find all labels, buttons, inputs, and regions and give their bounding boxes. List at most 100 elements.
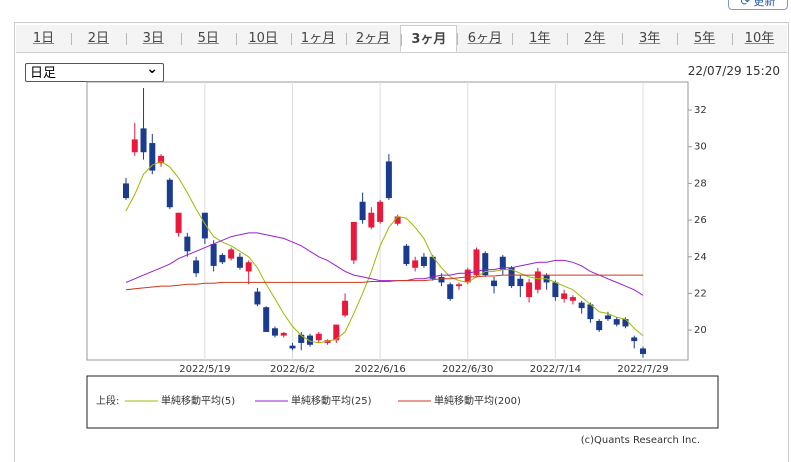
update-label: 更新 [753,0,776,8]
tab-label: 3年 [638,31,661,46]
candle-body [193,260,200,274]
candle-body [394,216,401,224]
y-tick-label: 28 [694,178,707,189]
x-tick-label: 2022/7/29 [617,364,668,375]
candle-body [263,307,270,332]
tab-label: 6ヶ月 [467,31,502,46]
candle-body [368,212,375,228]
candle-body [307,335,314,345]
candle-body [236,256,243,268]
candle-body [271,328,278,336]
candle-body [508,267,515,287]
tab-label: 1年 [529,31,551,46]
candle-body [587,304,594,320]
period-tab[interactable]: 1ヶ月 [290,25,346,52]
candle-body [561,293,568,299]
candle-body [640,348,646,354]
candle-body [201,212,208,239]
tab-label: 5年 [693,31,716,46]
candle-body [429,256,436,279]
moving-average-line [125,160,644,344]
candle-body [210,243,217,266]
period-tab[interactable]: 3ヶ月 [400,25,458,52]
period-select-label: 日足 [30,66,57,81]
tab-label: 10年 [744,31,775,46]
candle-body [526,282,533,298]
candle-body [123,183,129,199]
candle-body [622,319,629,327]
candle-body [175,212,182,233]
y-tick-label: 22 [694,288,707,299]
y-tick-label: 24 [694,252,707,263]
x-tick-label: 2022/6/2 [270,364,315,375]
y-tick-label: 30 [694,142,707,153]
x-tick-label: 2022/7/14 [530,364,581,375]
candle-body [315,333,322,341]
legend-box [86,375,719,429]
moving-average-line [125,232,644,296]
legend-entry: 単純移動平均(200) [434,394,521,407]
tab-label: 2日 [87,31,110,46]
panel [14,22,789,462]
legend-entry: 単純移動平均(5) [161,394,235,407]
tab-label: 3ヶ月 [411,32,447,47]
candle-body [385,161,392,199]
candle-body [359,201,366,221]
candle-body [140,128,147,153]
candle-body [350,221,357,261]
tab-label: 1日 [32,31,55,46]
candle-body [158,155,165,164]
moving-average-line [125,274,643,291]
tab-bar: 1日 2日 3日 5日 10日 1ヶ月 2ヶ月 3ヶ月 6ヶ月 1年 2年 3年 5年 10年 [16,25,787,53]
candle-body [149,143,156,171]
candle-body [342,300,349,316]
candle-body [438,276,445,283]
period-tab[interactable]: 3年 [622,25,677,52]
period-tab[interactable]: 1年 [512,25,567,52]
candle-body [333,324,340,341]
tab-label: 5日 [197,31,219,46]
y-tick-label: 32 [694,105,707,116]
copyright: (c)Quants Research Inc. [581,435,700,446]
candle-body [491,280,498,287]
period-tab[interactable]: 5日 [180,25,236,52]
period-tab[interactable]: 2年 [567,25,622,52]
candle-body [166,179,173,208]
candle-body [578,302,585,309]
candle-body [412,260,419,268]
x-tick-label: 2022/6/30 [442,364,493,375]
candle-body [464,269,471,283]
period-tab[interactable]: 3日 [125,25,181,52]
x-tick-label: 2022/6/16 [354,364,405,375]
candle-body [377,201,384,222]
candle-body [631,337,638,342]
candle-body [403,245,410,265]
candle-body [604,315,611,320]
candle-body [552,282,559,298]
period-tab[interactable]: 5年 [677,25,732,52]
candle-body [569,297,576,301]
tab-label: 2ヶ月 [355,31,391,46]
update-button[interactable]: ⟳ 更新 [728,0,788,10]
period-tab[interactable]: 2ヶ月 [345,25,401,52]
candle-body [184,236,191,252]
candle-body [499,256,506,270]
period-tab[interactable]: 2日 [70,25,126,52]
candle-body [298,334,305,343]
period-tab[interactable]: 1日 [16,25,71,52]
plot-frame [86,81,689,361]
x-tick-label: 2022/5/19 [179,364,230,375]
candle-body [228,249,235,259]
candle-body [613,319,620,325]
candle-body [254,291,261,305]
tab-label: 3日 [142,31,164,46]
y-tick-label: 26 [694,215,707,226]
candle-body [289,345,296,349]
candle-body [245,262,252,272]
candle-body [473,249,480,276]
period-tab[interactable]: 6ヶ月 [457,25,512,52]
candle-body [280,332,287,336]
period-tab[interactable]: 10年 [731,25,787,52]
period-tab[interactable]: 10日 [235,25,291,52]
